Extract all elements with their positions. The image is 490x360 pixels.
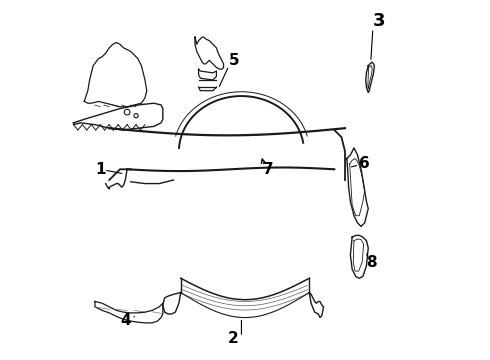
Text: 3: 3 xyxy=(373,12,385,30)
Text: 1: 1 xyxy=(95,162,105,177)
Text: 8: 8 xyxy=(367,255,377,270)
Text: 5: 5 xyxy=(229,53,240,68)
Text: 2: 2 xyxy=(227,332,238,346)
Text: 6: 6 xyxy=(359,157,370,171)
Text: 4: 4 xyxy=(120,313,131,328)
Text: 7: 7 xyxy=(263,162,273,177)
